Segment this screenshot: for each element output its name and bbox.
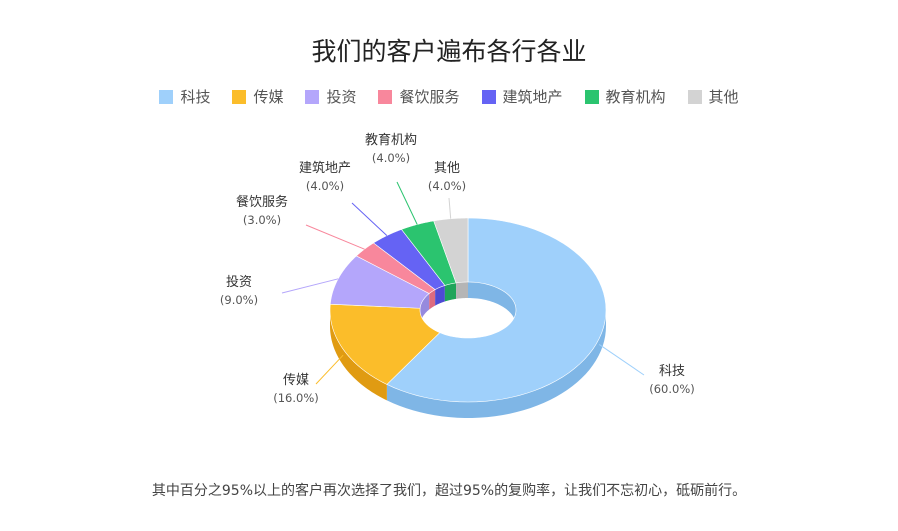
leader-line	[448, 197, 452, 219]
legend-swatch	[159, 89, 174, 104]
slice-value: (60.0%)	[649, 382, 695, 396]
legend-item[interactable]: 餐饮服务	[378, 86, 460, 107]
slice-inner-side	[429, 289, 436, 310]
donut-tops	[329, 217, 607, 403]
legend-swatch	[305, 89, 320, 104]
slice-inner-side	[444, 282, 457, 302]
slice-value: (4.0%)	[306, 179, 344, 193]
legend-item[interactable]: 其他	[687, 86, 739, 107]
legend-label: 投资	[326, 88, 357, 106]
slice-inner-side	[420, 293, 430, 325]
slice-label: 传媒	[283, 373, 309, 388]
slice-其他	[433, 217, 469, 284]
slice-side	[330, 310, 387, 401]
slice-label: 其他	[434, 161, 460, 176]
slice-value: (9.0%)	[220, 293, 258, 307]
leader-line	[281, 278, 339, 294]
slice-label: 科技	[659, 364, 685, 379]
leader-line	[396, 181, 418, 225]
caption: 其中百分之95%以上的客户再次选择了我们，超过95%的复购率，让我们不忘初心，砥…	[151, 483, 747, 499]
legend-label: 传媒	[253, 88, 284, 106]
legend-swatch	[687, 89, 702, 104]
slice-value: (4.0%)	[372, 151, 410, 165]
leader-line	[351, 202, 388, 236]
slice-inner-side	[456, 282, 468, 299]
slice-value: (16.0%)	[273, 391, 319, 405]
slice-label: 教育机构	[365, 132, 417, 148]
slice-label: 建筑地产	[299, 160, 351, 176]
legend-label: 建筑地产	[502, 88, 563, 106]
slice-inner-side	[435, 285, 445, 306]
legend-item[interactable]: 建筑地产	[481, 86, 563, 107]
slice-label: 餐饮服务	[236, 194, 288, 210]
slice-label: 投资	[226, 274, 252, 290]
legend-swatch	[584, 89, 599, 104]
legend-label: 餐饮服务	[399, 88, 460, 106]
legend-swatch	[378, 89, 393, 104]
slice-labels: 科技 (60.0%) 传媒 (16.0%) 投资 (9.0%) 餐饮服务 (3.0%) 建筑地产…	[220, 132, 695, 405]
legend-item[interactable]: 投资	[305, 86, 356, 107]
legend-label: 其他	[708, 88, 739, 106]
leader-line	[598, 343, 645, 376]
legend-label: 科技	[180, 88, 211, 106]
legend-label: 教育机构	[605, 88, 666, 106]
legend-item[interactable]: 传媒	[232, 86, 283, 107]
slice-inner-side	[468, 282, 516, 326]
slice-value: (3.0%)	[243, 213, 281, 227]
leader-line	[315, 354, 344, 385]
donut-sides	[330, 282, 606, 418]
legend-swatch	[232, 89, 247, 104]
slice-value: (4.0%)	[428, 179, 466, 193]
legend-item[interactable]: 教育机构	[584, 86, 666, 107]
chart-title: 我们的客户遍布各行各业	[311, 37, 587, 66]
legend-item[interactable]: 科技	[159, 86, 210, 107]
legend: 科技 传媒 投资 餐饮服务 建筑地产 教育机构 其他	[0, 86, 898, 107]
slice-side	[386, 310, 606, 418]
leader-line	[305, 224, 365, 250]
legend-swatch	[481, 89, 496, 104]
